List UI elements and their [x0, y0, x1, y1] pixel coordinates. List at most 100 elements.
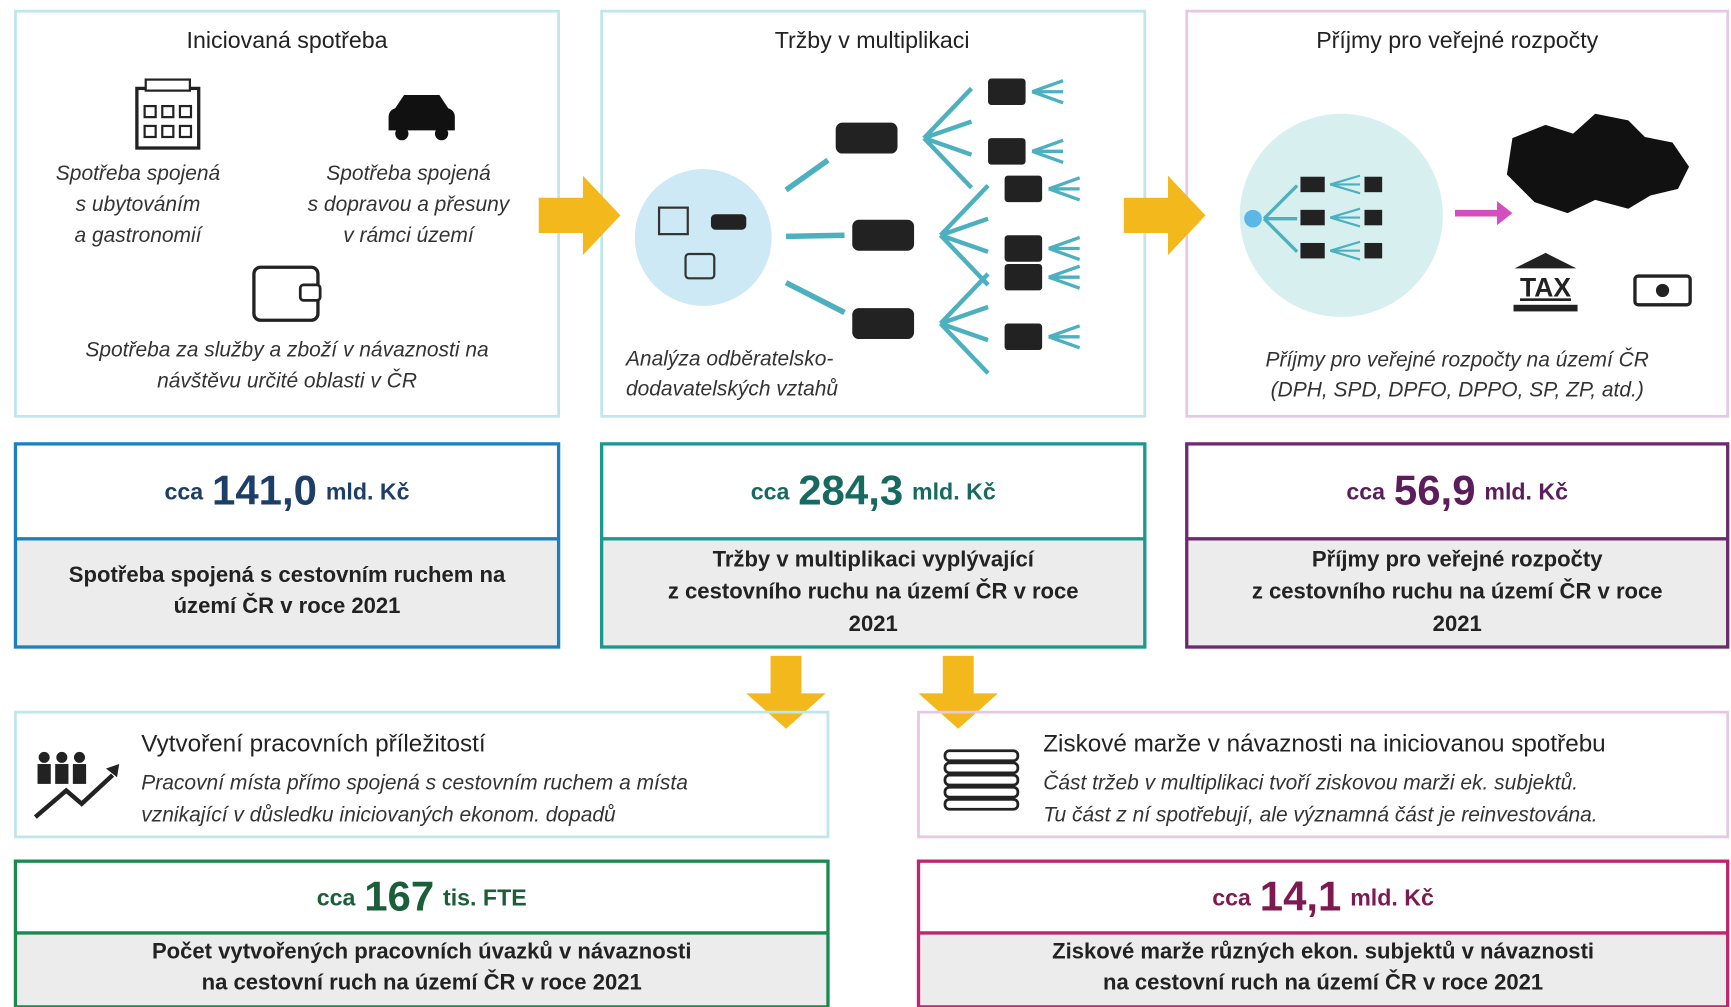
wheel — [395, 127, 409, 141]
prefix: cca — [751, 479, 791, 505]
unit: mld. Kč — [1350, 884, 1434, 910]
fan-line — [938, 272, 990, 326]
fan-line — [938, 184, 990, 237]
fan-line — [939, 304, 989, 326]
node-icon — [852, 219, 915, 251]
fan-line — [922, 86, 974, 140]
source-circle — [634, 169, 772, 306]
fan-line — [1031, 79, 1064, 94]
sub-icon — [1004, 263, 1043, 291]
label: z cestovního ruchu na území ČR v roce — [1252, 579, 1663, 604]
fan-line — [922, 136, 974, 190]
arrow — [538, 175, 621, 256]
label: návštěvu určité oblasti v ČR — [157, 370, 417, 393]
label: Analýza odběratelsko- — [624, 348, 833, 371]
panel — [917, 710, 1730, 839]
fan-line — [938, 233, 990, 287]
label: s dopravou a přesuny — [308, 193, 511, 216]
person-body — [72, 764, 87, 784]
fan-line — [939, 233, 989, 254]
value-line: cca 14,1 mld. Kč — [1212, 872, 1434, 919]
hotel-sign — [144, 78, 191, 92]
person-head — [56, 751, 68, 763]
value-line: cca 56,9 mld. Kč — [1346, 467, 1568, 514]
label: (DPH, SPD, DPFO, DPPO, SP, ZP, atd.) — [1271, 378, 1644, 401]
sub-icon — [1364, 209, 1383, 226]
label: TAX — [1520, 272, 1571, 302]
flow-line — [1262, 217, 1299, 253]
fan-line — [1048, 235, 1081, 251]
fan-line — [1048, 335, 1081, 350]
flow-line — [784, 280, 846, 315]
network-dot — [1244, 209, 1262, 228]
prefix: cca — [1346, 479, 1386, 505]
node-icon — [1300, 242, 1325, 259]
fan-line — [938, 322, 990, 375]
label: a gastronomií — [74, 224, 203, 247]
unit: mld. Kč — [912, 479, 996, 505]
label: Část tržeb v multiplikaci tvoří ziskovou… — [1043, 771, 1578, 794]
flow-line — [1262, 184, 1299, 220]
label: na cestovní ruch na území ČR v roce 2021 — [1103, 970, 1543, 995]
fan-line — [1048, 176, 1081, 191]
window — [143, 124, 157, 139]
fan-line — [1048, 264, 1081, 279]
person-body — [37, 764, 51, 784]
mini-wallet — [684, 252, 716, 280]
mini-hotel — [657, 206, 689, 236]
mini-car — [710, 214, 747, 230]
value-line: cca 167 tis. FTE — [317, 872, 527, 919]
coin — [1655, 283, 1670, 298]
value-line: cca 284,3 mld. Kč — [751, 467, 996, 514]
sub-icon — [1004, 235, 1043, 262]
label: Spotřeba spojená — [326, 162, 490, 185]
coin-stack — [943, 773, 1020, 787]
money-icon — [1633, 274, 1692, 307]
fan-line — [1031, 138, 1064, 153]
fan-line — [1329, 240, 1361, 252]
label: s ubytováním — [76, 193, 201, 216]
window — [161, 124, 175, 139]
trend-head — [105, 764, 120, 778]
window — [178, 104, 193, 119]
label: v rámci území — [343, 224, 476, 247]
fan-line — [1329, 216, 1361, 228]
wallet-clasp — [298, 283, 322, 302]
value-box-bg — [15, 538, 559, 648]
value: 284,3 — [798, 467, 903, 514]
label: dodavatelských vztahů — [626, 377, 838, 400]
fan-line — [1048, 246, 1081, 262]
label: Příjmy pro veřejné rozpočty — [1316, 27, 1598, 53]
flow-line — [784, 157, 830, 193]
label: 2021 — [1433, 611, 1482, 636]
window — [161, 104, 175, 119]
sub-icon — [1364, 242, 1383, 259]
label: na cestovní ruch na území ČR v roce 2021 — [202, 970, 642, 995]
coin-stack — [943, 785, 1020, 799]
fan-line — [1048, 324, 1081, 339]
panel — [14, 710, 830, 839]
tax-roof — [1514, 252, 1577, 269]
label: Počet vytvořených pracovních úvazků v ná… — [152, 939, 692, 964]
unit: mld. Kč — [1484, 479, 1568, 505]
unit: tis. FTE — [443, 884, 527, 910]
person-head — [73, 751, 86, 763]
value-box-bg — [15, 932, 828, 1007]
node-icon — [835, 122, 898, 154]
value-box — [599, 442, 1147, 649]
car-icon — [388, 95, 455, 131]
label: Tržby v multiplikaci — [775, 27, 970, 53]
node-icon — [1300, 176, 1325, 193]
arrow — [1455, 201, 1513, 226]
label: z cestovního ruchu na území ČR v roce — [668, 579, 1079, 604]
value-box-bg — [918, 932, 1728, 1007]
flow-line — [785, 232, 845, 240]
coin-stack — [943, 749, 1020, 763]
sub-icon — [1004, 323, 1043, 351]
label: Příjmy pro veřejné rozpočty — [1312, 547, 1603, 572]
node-icon — [852, 308, 915, 340]
person-body — [55, 764, 69, 784]
label: Vytvoření pracovních příležitostí — [141, 731, 486, 758]
arrow — [746, 655, 826, 729]
fan-line — [923, 119, 973, 141]
